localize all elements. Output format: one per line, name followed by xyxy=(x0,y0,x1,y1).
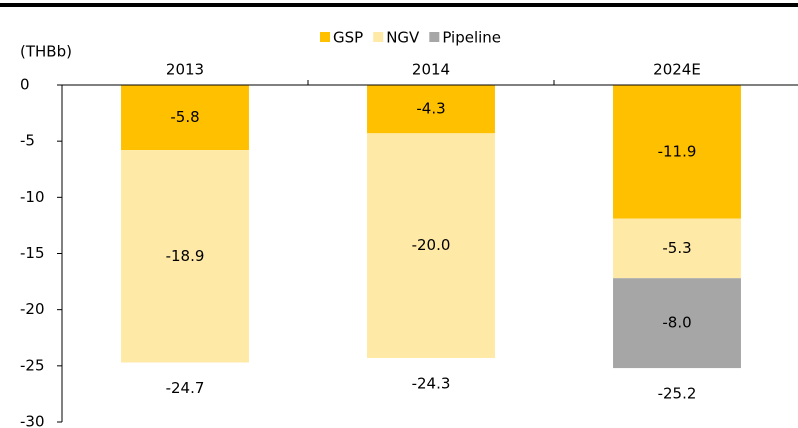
top-rule xyxy=(0,3,798,7)
legend-swatch xyxy=(429,32,440,42)
data-label: -4.3 xyxy=(416,100,445,118)
y-tick-label: -5 xyxy=(20,132,35,150)
total-label: -25.2 xyxy=(658,385,697,403)
data-label: -18.9 xyxy=(166,247,205,265)
bar-segment xyxy=(121,85,249,151)
legend-label: Pipeline xyxy=(442,29,501,47)
legend-swatch xyxy=(320,32,330,42)
y-tick-label: 0 xyxy=(20,76,30,94)
bar-segment xyxy=(367,133,495,358)
y-tick-label: -15 xyxy=(20,244,45,262)
bar-segment xyxy=(121,150,249,363)
x-tick-label: 2024E xyxy=(653,61,701,79)
data-label: -5.8 xyxy=(170,108,199,126)
y-tick-label: -10 xyxy=(20,188,45,206)
y-tick-label: -25 xyxy=(20,356,45,374)
data-label: -20.0 xyxy=(412,236,451,254)
data-label: -5.3 xyxy=(662,239,691,257)
y-tick-label: -30 xyxy=(20,413,45,428)
x-tick-label: 2014 xyxy=(412,61,450,79)
legend-label: NGV xyxy=(386,29,420,47)
data-label: -11.9 xyxy=(658,142,697,160)
bar-segment xyxy=(367,85,495,134)
x-tick-label: 2013 xyxy=(166,61,204,79)
total-label: -24.3 xyxy=(412,374,451,392)
unit-label: (THBb) xyxy=(20,43,72,61)
data-label: -8.0 xyxy=(662,314,691,332)
bar-segment xyxy=(613,278,741,369)
total-label: -24.7 xyxy=(166,379,205,397)
bar-segment xyxy=(613,218,741,279)
y-tick-label: -20 xyxy=(20,300,45,318)
bar-segment xyxy=(613,85,741,219)
legend-swatch xyxy=(373,32,384,42)
legend-label: GSP xyxy=(333,29,363,47)
